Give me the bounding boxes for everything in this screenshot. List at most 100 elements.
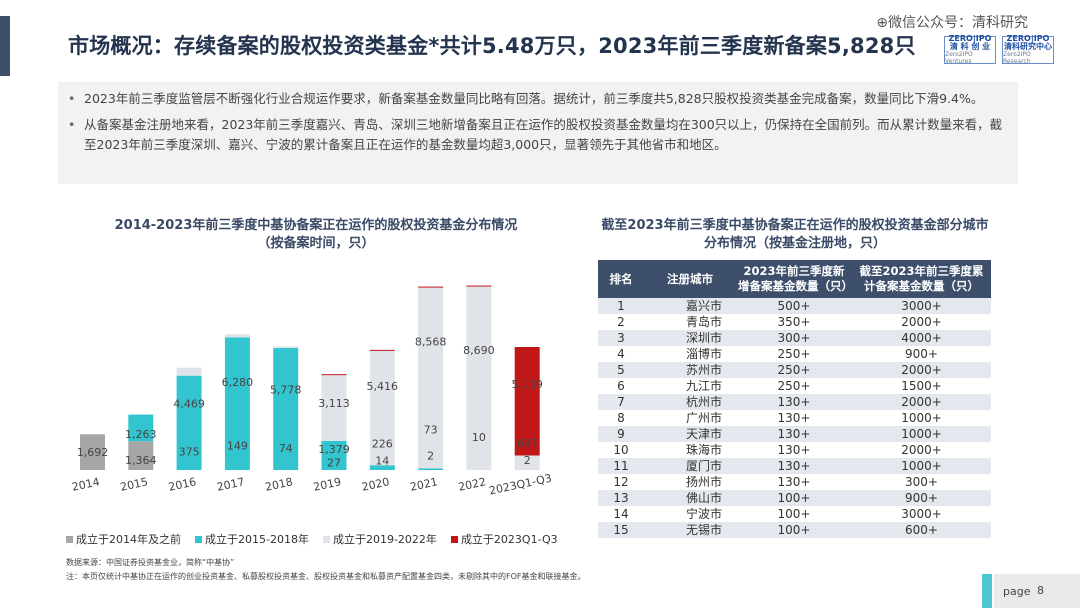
bar-segment [369, 350, 395, 466]
bar-data-label: 226 [372, 438, 393, 451]
bar-segment [224, 337, 250, 470]
legend-label: 成立于2015-2018年 [205, 533, 309, 546]
x-tick-label: 2019 [312, 475, 342, 494]
legend-swatch [322, 535, 330, 543]
new-filings-cell: 250+ [736, 346, 852, 362]
total-filings-cell: 1000+ [852, 426, 991, 442]
total-filings-cell: 1000+ [852, 410, 991, 426]
new-filings-cell: 100+ [736, 522, 852, 538]
bar-data-label: 1,364 [125, 454, 157, 467]
total-filings-cell: 2000+ [852, 394, 991, 410]
total-filings-cell: 3000+ [852, 298, 991, 314]
bar-segment [128, 414, 154, 442]
rank-cell: 7 [598, 394, 644, 410]
bar-data-label: 1,263 [125, 428, 157, 441]
legend-swatch [450, 535, 458, 543]
rank-cell: 10 [598, 442, 644, 458]
x-tick-label: 2015 [119, 475, 149, 494]
logo-mid: 清 科 创 业 [949, 42, 991, 52]
legend-label: 成立于2014年及之前 [76, 533, 181, 546]
x-tick-label: 2016 [167, 475, 197, 494]
new-filings-cell: 500+ [736, 298, 852, 314]
bar-data-label: 149 [227, 440, 248, 453]
table-subtitle: 分布情况（按基金注册地，只） [703, 236, 886, 251]
page-number-box [994, 574, 1080, 608]
legend-swatch [195, 535, 202, 543]
chart-subtitle: （按备案时间，只） [257, 236, 375, 251]
legend-swatch [66, 535, 73, 543]
x-tick-label: 2022 [457, 475, 487, 494]
logo-sub: Zero2IPO Research [1003, 51, 1031, 65]
bar-segment [273, 348, 299, 470]
city-cell: 嘉兴市 [644, 298, 736, 314]
bar-segment [80, 434, 105, 470]
bar-segment [369, 465, 395, 470]
table-title: 截至2023年前三季度中基协备案正在运作的股权投资基金部分城市 [601, 218, 989, 233]
city-cell: 厦门市 [644, 458, 736, 474]
total-filings-cell: 3000+ [852, 506, 991, 522]
bar-segment [514, 455, 540, 470]
bar-segment [321, 374, 347, 376]
total-filings-cell: 2000+ [852, 442, 991, 458]
bar-data-label: 6,280 [222, 376, 254, 389]
total-filings-cell: 4000+ [852, 330, 991, 346]
rank-cell: 6 [598, 378, 644, 394]
rank-cell: 11 [598, 458, 644, 474]
watermark-text: ⊕微信公众号：清科研究 [876, 15, 1028, 31]
table-row: 1 嘉兴市 500+ 3000+ [598, 298, 991, 314]
city-cell: 淄博市 [644, 346, 736, 362]
legend-label: 成立于2023Q1-Q3 [460, 533, 558, 546]
table-row: 10 珠海市 130+ 2000+ [598, 442, 991, 458]
new-filings-cell: 130+ [736, 458, 852, 474]
header-rank: 排名 [598, 260, 644, 298]
bar-data-label: 8,690 [463, 344, 495, 357]
city-cell: 扬州市 [644, 474, 736, 490]
bar-data-label: 14 [375, 454, 389, 467]
bar-segment [176, 375, 202, 470]
bar-segment [418, 287, 444, 469]
new-filings-cell: 250+ [736, 378, 852, 394]
table-row: 4 淄博市 250+ 900+ [598, 346, 991, 362]
zero2ipo-ventures-logo: ZERO|IPO 清 科 创 业 Zero2IPO Ventures [944, 33, 996, 65]
legend-item: 成立于2023Q1-Q3 [450, 531, 558, 547]
logo-group: ZERO|IPO 清 科 创 业 Zero2IPO Ventures ZERO|… [944, 33, 1054, 65]
total-filings-cell: 2000+ [852, 362, 991, 378]
logo-mid: 清科研究中心 [1004, 42, 1052, 52]
bar-data-label: 5,778 [270, 384, 302, 397]
total-filings-cell: 900+ [852, 346, 991, 362]
total-filings-cell: 900+ [852, 490, 991, 506]
table-row: 5 苏州市 250+ 2000+ [598, 362, 991, 378]
logo-top: ZERO|IPO [948, 33, 992, 43]
rank-cell: 9 [598, 426, 644, 442]
methodology-note: 注：本页仅统计中基协正在运作的创业投资基金、私募股权投资基金、股权投资基金和私募… [66, 572, 586, 581]
table-row: 13 佛山市 100+ 900+ [598, 490, 991, 506]
x-tick-label: 2021 [409, 475, 439, 494]
page-number: 8 [1037, 584, 1044, 597]
city-cell: 无锡市 [644, 522, 736, 538]
bar-data-label: 3,113 [318, 397, 350, 410]
header-total-filings: 截至2023年前三季度累计备案基金数量（只） [852, 260, 991, 298]
table-row: 14 宁波市 100+ 3000+ [598, 506, 991, 522]
new-filings-cell: 100+ [736, 490, 852, 506]
rank-cell: 13 [598, 490, 644, 506]
summary-box: 2023年前三季度监管层不断强化行业合规运作要求，新备案基金数量同比略有回落。据… [58, 82, 1018, 184]
table-row: 9 天津市 130+ 1000+ [598, 426, 991, 442]
bar-segment [224, 334, 250, 338]
city-cell: 杭州市 [644, 394, 736, 410]
new-filings-cell: 350+ [736, 314, 852, 330]
city-cell: 广州市 [644, 410, 736, 426]
city-cell: 天津市 [644, 426, 736, 442]
bar-data-label: 2 [427, 449, 434, 462]
city-cell: 珠海市 [644, 442, 736, 458]
title-accent-bar [0, 16, 10, 76]
bar-data-label: 4,469 [173, 398, 205, 411]
bar-segment [514, 347, 540, 456]
chart-title: 2014-2023年前三季度中基协备案正在运作的股权投资基金分布情况 [114, 218, 518, 233]
bar-data-label: 2 [524, 454, 531, 467]
table-row: 15 无锡市 100+ 600+ [598, 522, 991, 538]
bar-segment [321, 440, 347, 470]
bar-data-label: 5,139 [511, 378, 543, 391]
total-filings-cell: 1500+ [852, 378, 991, 394]
total-filings-cell: 1000+ [852, 458, 991, 474]
new-filings-cell: 250+ [736, 362, 852, 378]
